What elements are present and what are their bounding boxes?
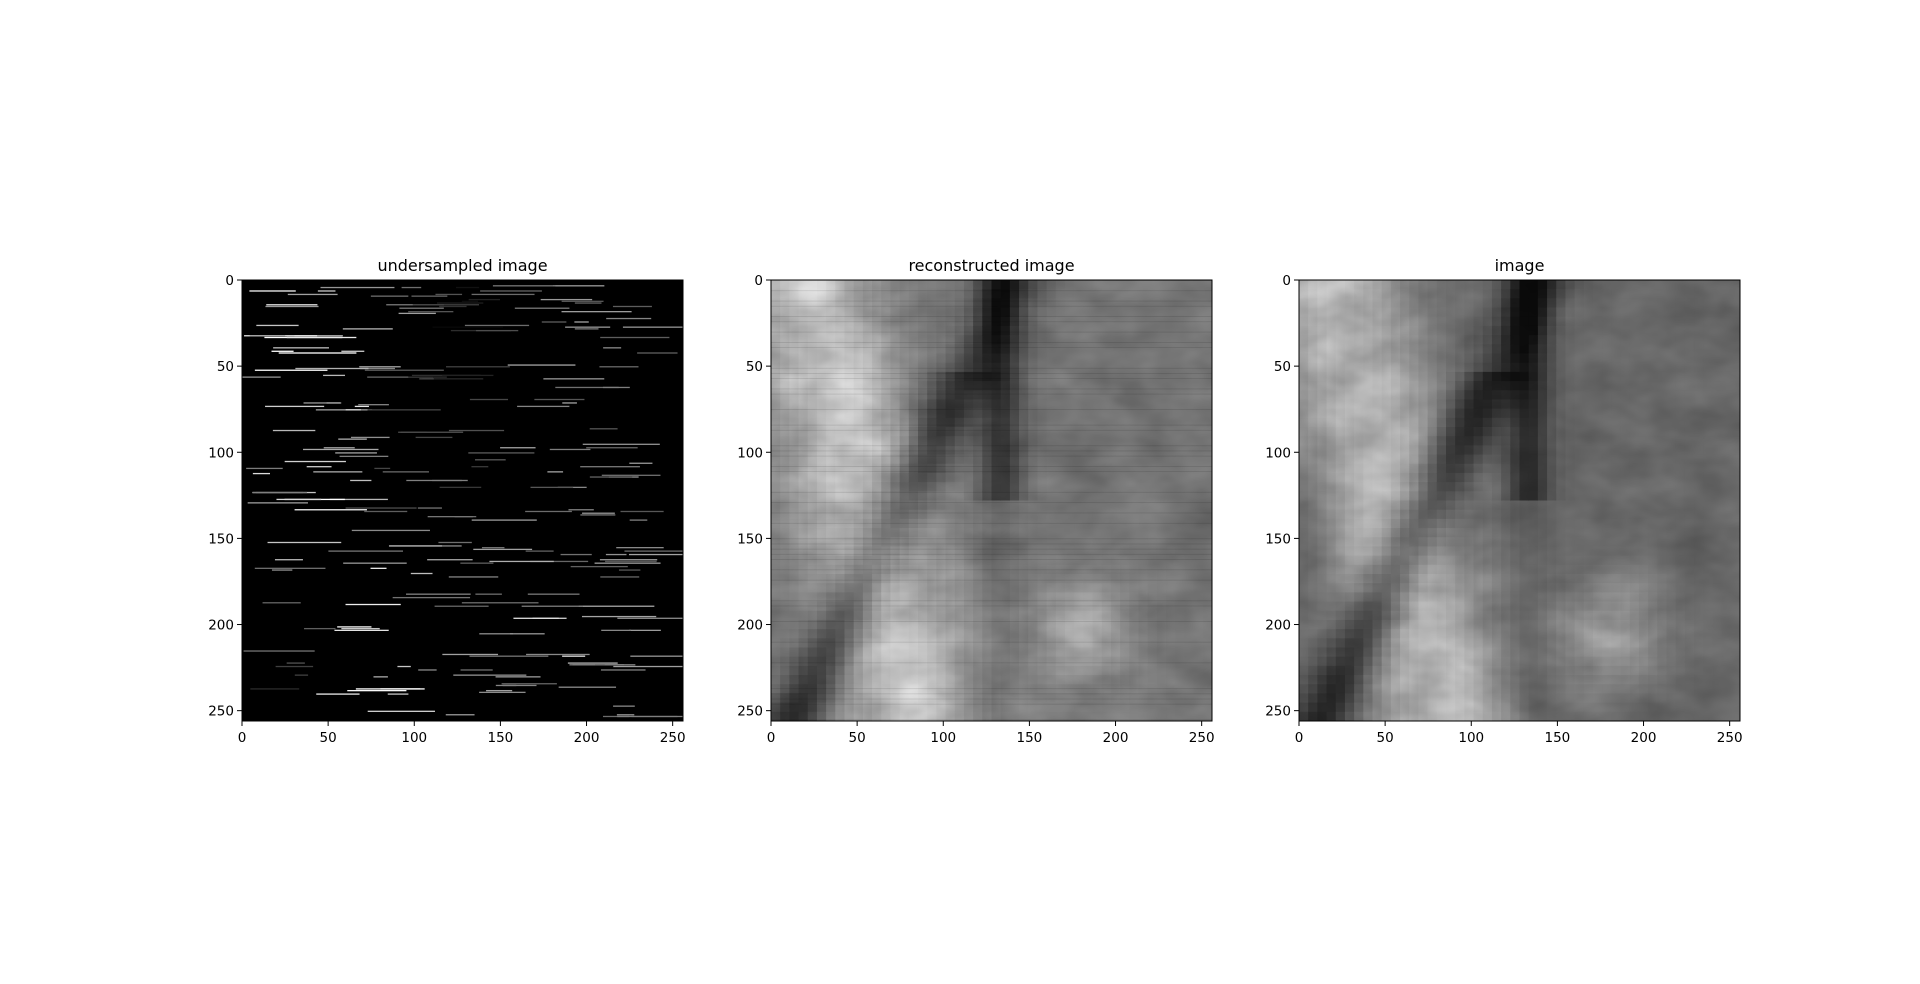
image-content	[771, 280, 1212, 721]
x-tick-label: 50	[320, 730, 337, 746]
y-tick-label: 0	[225, 273, 234, 289]
x-tick-label: 150	[488, 730, 514, 746]
y-tick-label: 50	[746, 359, 763, 375]
x-tick-label: 0	[238, 730, 247, 746]
axes-frame	[1298, 279, 1741, 722]
y-tick-label: 250	[737, 704, 763, 720]
x-tick-label: 200	[574, 730, 600, 746]
y-tick-label: 100	[208, 445, 234, 461]
x-tick-label: 100	[401, 730, 427, 746]
x-tick-label: 100	[1458, 730, 1484, 746]
y-tick-label: 150	[1265, 531, 1291, 547]
x-tick-label: 200	[1631, 730, 1657, 746]
y-tick-label: 0	[754, 273, 763, 289]
y-tick-label: 200	[208, 618, 234, 634]
x-tick-label: 250	[1717, 730, 1743, 746]
image-content	[242, 280, 683, 721]
panel-title: undersampled image	[377, 256, 547, 275]
y-tick-label: 200	[1265, 618, 1291, 634]
y-tick-label: 200	[737, 618, 763, 634]
y-tick-label: 250	[1265, 704, 1291, 720]
y-tick-label: 100	[1265, 445, 1291, 461]
y-tick-label: 100	[737, 445, 763, 461]
image-content	[1299, 280, 1740, 721]
x-tick-label: 250	[1189, 730, 1215, 746]
y-tick-label: 150	[737, 531, 763, 547]
x-tick-label: 0	[767, 730, 776, 746]
x-tick-label: 150	[1545, 730, 1571, 746]
y-tick-label: 50	[1274, 359, 1291, 375]
y-tick-label: 250	[208, 704, 234, 720]
y-tick-label: 150	[208, 531, 234, 547]
x-tick-label: 200	[1103, 730, 1129, 746]
panel-title: image	[1495, 256, 1545, 275]
panel-title: reconstructed image	[908, 256, 1074, 275]
y-tick-label: 0	[1282, 273, 1291, 289]
x-tick-label: 250	[660, 730, 686, 746]
axes-frame	[770, 279, 1213, 722]
x-tick-label: 50	[849, 730, 866, 746]
x-tick-label: 150	[1017, 730, 1043, 746]
axes-frame	[241, 279, 684, 722]
y-tick-label: 50	[217, 359, 234, 375]
x-tick-label: 100	[930, 730, 956, 746]
x-tick-label: 50	[1377, 730, 1394, 746]
x-tick-label: 0	[1295, 730, 1304, 746]
